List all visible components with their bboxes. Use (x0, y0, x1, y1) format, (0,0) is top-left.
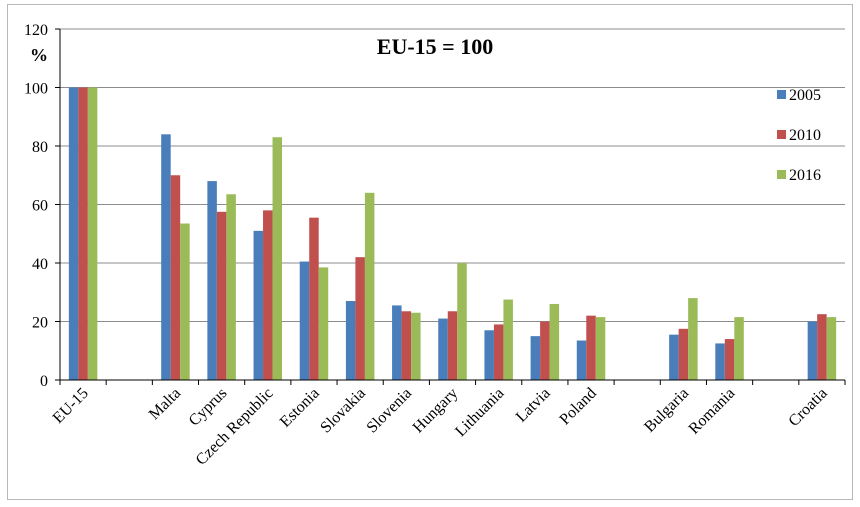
bar-2016 (87, 87, 98, 380)
bar-2016 (688, 298, 698, 380)
bar-2005 (299, 261, 310, 380)
bar-2010 (817, 314, 827, 380)
bar-2010 (355, 257, 365, 380)
bar-2010 (724, 339, 735, 380)
chart-frame (7, 4, 853, 500)
bar-2005 (715, 343, 725, 380)
x-tick-label: Romania (686, 385, 739, 438)
bar-2016 (226, 194, 236, 380)
x-tick-label: Cyprus (186, 385, 231, 430)
y-tick-labels: 0 20 40 60 80 100 120 (24, 22, 48, 390)
legend-swatch-2016 (777, 170, 786, 179)
bar-2005 (807, 321, 818, 380)
bar-2010 (493, 324, 504, 380)
bar-2016 (457, 263, 467, 380)
y-axis-unit: % (30, 45, 48, 65)
x-tick-label: Slovakia (317, 385, 369, 437)
bar-2005 (207, 181, 217, 380)
x-tick-label: Latvia (513, 385, 554, 426)
bar-2010 (586, 315, 596, 380)
bar-2005 (161, 134, 171, 380)
x-tick-label: EU-15 (50, 385, 92, 427)
y-tick-label: 40 (32, 256, 48, 273)
bar-2010 (216, 211, 227, 380)
bar-2005 (392, 305, 402, 380)
axes (55, 28, 846, 385)
bar-2010 (263, 210, 273, 380)
bar-2016 (180, 223, 190, 380)
bar-2016 (503, 299, 513, 380)
bar-2016 (549, 303, 560, 380)
bar-2005 (530, 336, 541, 381)
bar-2010 (540, 321, 550, 380)
legend-label-2010: 2010 (789, 127, 821, 144)
bar-2016 (595, 317, 606, 380)
bar-2010 (401, 311, 412, 380)
bar-2005 (345, 301, 356, 380)
bar-2016 (826, 317, 837, 380)
legend: 2005 2010 2016 (777, 87, 821, 184)
bar-2016 (318, 267, 329, 380)
x-tick-label: Croatia (785, 385, 830, 430)
bar-2005 (576, 340, 587, 380)
y-tick-label: 120 (24, 22, 48, 39)
bar-2016 (734, 317, 744, 380)
bar-2010 (78, 87, 88, 380)
bars (68, 87, 837, 381)
x-tick-label: Bulgaria (641, 385, 692, 436)
legend-swatch-2010 (777, 130, 786, 139)
y-tick-label: 60 (32, 198, 48, 215)
legend-swatch-2005 (777, 90, 786, 99)
x-tick-label: Estonia (277, 385, 323, 431)
bar-2016 (411, 312, 421, 380)
bar-2016 (272, 137, 283, 380)
bar-2010 (447, 311, 458, 380)
bar-2005 (253, 230, 264, 380)
y-tick-label: 80 (32, 139, 48, 156)
bar-2005 (669, 334, 679, 380)
bar-2010 (309, 217, 319, 380)
bar-2005 (438, 318, 448, 380)
y-tick-label: 20 (32, 315, 48, 332)
bar-2010 (170, 175, 181, 380)
legend-label-2005: 2005 (789, 87, 821, 104)
gridlines (60, 28, 845, 322)
x-tick-label: Poland (556, 385, 599, 428)
bar-2016 (364, 192, 375, 380)
y-tick-label: 100 (24, 81, 48, 98)
x-tick-label: Slovenia (364, 385, 416, 437)
x-tick-label: Malta (146, 385, 184, 423)
y-tick-label: 0 (40, 373, 48, 390)
legend-label-2016: 2016 (789, 167, 821, 184)
chart-title: EU-15 = 100 (377, 34, 493, 59)
bar-2005 (68, 87, 79, 380)
x-tick-label: Lithuania (452, 385, 507, 440)
bar-2010 (678, 328, 689, 380)
bar-2005 (484, 330, 494, 380)
